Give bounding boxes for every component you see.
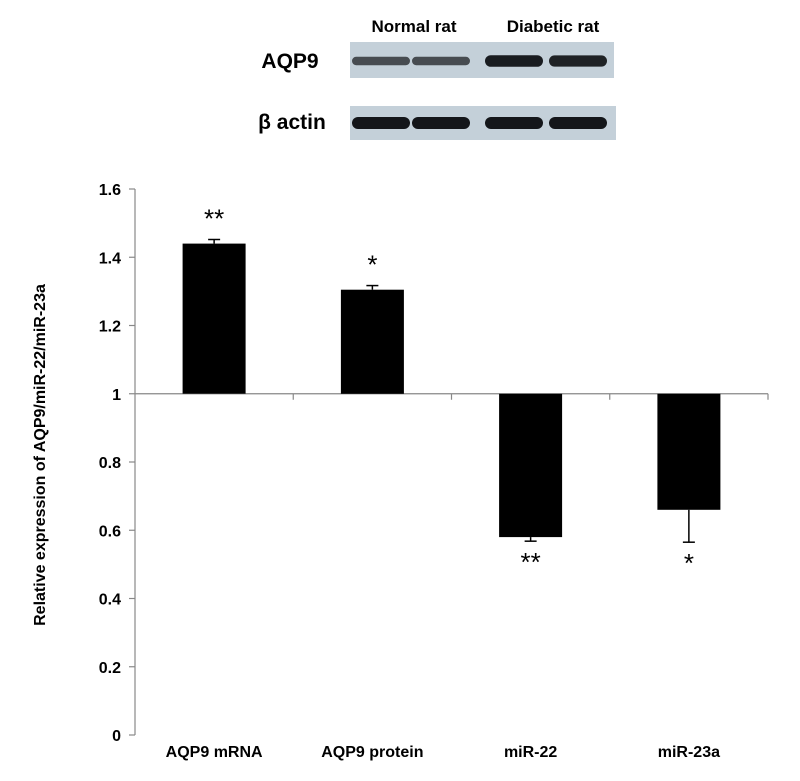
beta-actin-band-1 [352, 117, 410, 129]
blot-row-label-beta-actin: β actin [258, 111, 326, 134]
y-axis-label: Relative expression of AQP9/miR-22/miR-2… [32, 284, 49, 626]
error-bars [208, 238, 695, 543]
y-tick-label: 0.6 [99, 523, 121, 540]
bar-aqp9-mrna [182, 243, 246, 394]
bar-mir-23a [657, 393, 721, 510]
y-tick-label: 0.8 [99, 455, 121, 472]
bands-beta-actin [352, 117, 607, 129]
beta-actin-band-4 [549, 117, 607, 129]
bar-aqp9-protein [340, 289, 404, 394]
bar-chart: Relative expression of AQP9/miR-22/miR-2… [32, 182, 769, 761]
aqp9-band-2 [412, 56, 470, 66]
blot-row-label-aqp9: AQP9 [261, 50, 318, 73]
bands-aqp9 [352, 55, 607, 67]
y-tick-label: 1.2 [99, 319, 121, 336]
x-tick-label: miR-23a [658, 744, 720, 761]
significance-markers: ***** * [204, 204, 694, 579]
y-tick-label: 1.4 [99, 250, 121, 267]
significance-marker: * [684, 548, 694, 578]
x-tick-label: AQP9 mRNA [166, 744, 263, 761]
x-axis-labels: AQP9 mRNA AQP9 protein miR-22 miR-23a [166, 744, 720, 761]
y-tick-label: 1.6 [99, 182, 121, 199]
bars [182, 243, 721, 538]
significance-marker: * [367, 250, 377, 280]
beta-actin-band-2 [412, 117, 470, 129]
blot-group-label-normal: Normal rat [371, 17, 456, 36]
y-tick-label: 0 [112, 728, 121, 745]
bar-mir-22 [499, 393, 563, 538]
western-blot-panel: Normal rat Diabetic rat AQP9 β actin [258, 17, 616, 140]
x-tick-label: miR-22 [504, 744, 557, 761]
aqp9-band-3 [485, 55, 543, 67]
significance-marker: ** [521, 547, 541, 577]
y-tick-label: 1 [112, 387, 121, 404]
y-tick-label: 0.2 [99, 660, 121, 677]
aqp9-band-4 [549, 55, 607, 67]
significance-marker: ** [204, 204, 224, 234]
aqp9-band-1 [352, 56, 410, 66]
y-tick-label: 0.4 [99, 592, 121, 609]
y-axis-ticks: 0 0.2 0.4 0.6 0.8 1 1.2 1.4 1.6 [99, 182, 135, 745]
blot-group-label-diabetic: Diabetic rat [507, 17, 600, 36]
beta-actin-band-3 [485, 117, 543, 129]
x-tick-label: AQP9 protein [321, 744, 423, 761]
